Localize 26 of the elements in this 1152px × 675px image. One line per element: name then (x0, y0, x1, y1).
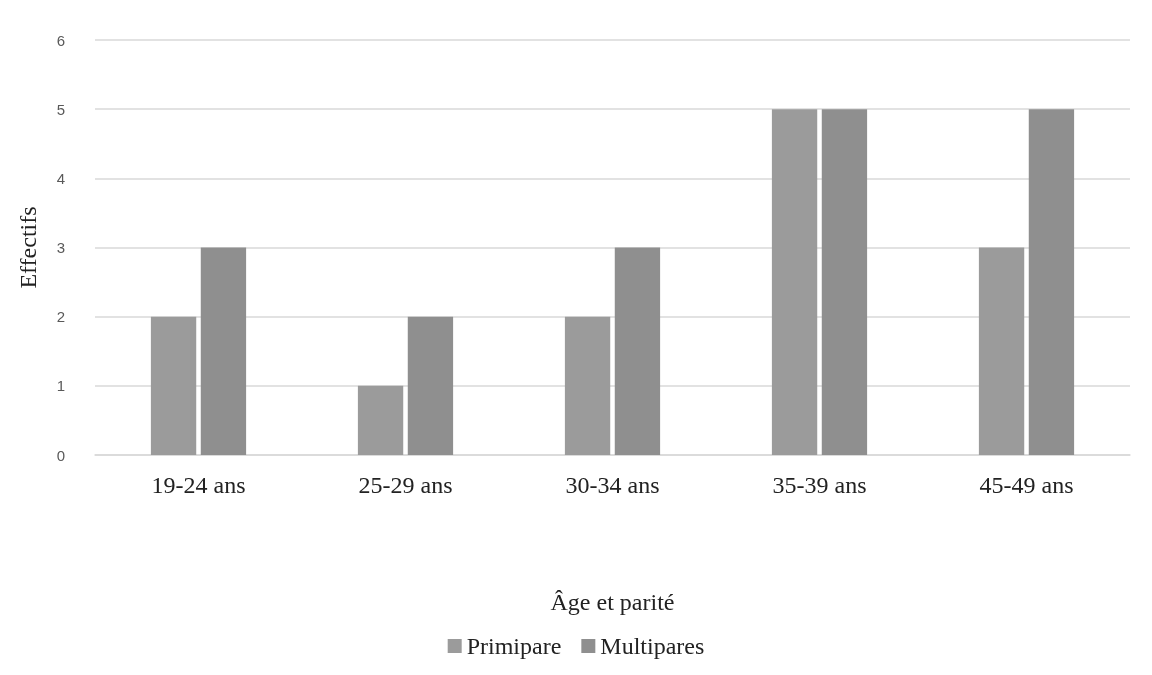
y-tick-label: 4 (56, 169, 65, 187)
x-tick-label: 35-39 ans (772, 472, 867, 498)
bar (357, 385, 404, 455)
x-tick-label: 45-49 ans (979, 472, 1074, 498)
bar (821, 109, 868, 455)
bar (407, 316, 454, 455)
x-tick-label: 25-29 ans (358, 472, 453, 498)
bar (150, 316, 197, 455)
bar (1028, 109, 1075, 455)
bar (978, 247, 1025, 455)
bar (614, 247, 661, 455)
bar (200, 247, 247, 455)
y-tick-label: 2 (56, 308, 65, 326)
y-tick-label: 3 (56, 239, 65, 256)
y-tick-label: 1 (56, 377, 65, 395)
x-tick-label: 30-34 ans (565, 472, 660, 498)
legend-label: Multipares (600, 633, 705, 659)
y-tick-label: 5 (56, 100, 65, 118)
legend-label: Primipare (466, 633, 562, 659)
x-axis-title: Âge et parité (550, 589, 675, 615)
x-tick-label: 19-24 ans (151, 472, 246, 498)
y-axis-title: Effectifs (15, 206, 41, 289)
bar (564, 316, 611, 455)
y-tick-label: 0 (56, 446, 65, 464)
bar (771, 109, 818, 455)
y-tick-label: 6 (56, 31, 65, 49)
